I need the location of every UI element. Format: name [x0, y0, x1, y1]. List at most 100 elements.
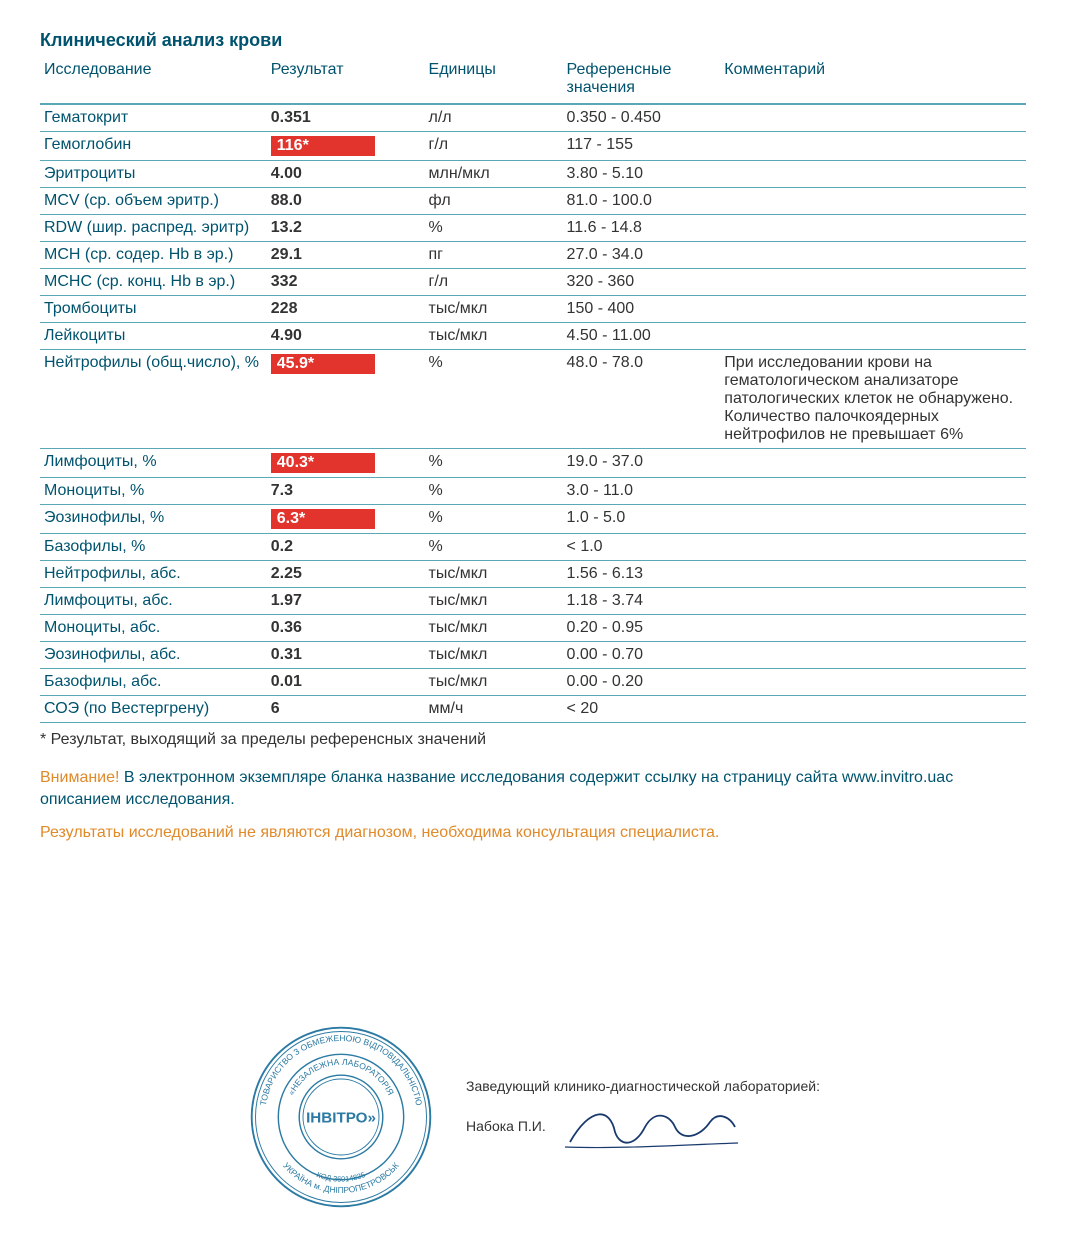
cell-comment	[720, 642, 1026, 669]
cell-ref: 0.00 - 0.70	[563, 642, 721, 669]
cell-test: RDW (шир. распред. эритр)	[40, 215, 267, 242]
cell-result: 0.351	[267, 104, 425, 132]
cell-comment	[720, 104, 1026, 132]
signature-text: Заведующий клинико-диагностической лабор…	[466, 1077, 820, 1157]
signature-icon	[560, 1097, 740, 1157]
result-flag: 45.9*	[271, 354, 375, 374]
cell-comment	[720, 323, 1026, 350]
table-row: Лимфоциты, абс.1.97тыс/мкл1.18 - 3.74	[40, 588, 1026, 615]
table-header-row: Исследование Результат Единицы Референсн…	[40, 55, 1026, 104]
signature-name: Набока П.И.	[466, 1117, 546, 1137]
cell-comment	[720, 449, 1026, 478]
attention-block: Внимание! В электронном экземпляре бланк…	[40, 767, 1026, 810]
footnote: * Результат, выходящий за пределы рефере…	[40, 731, 1026, 749]
cell-ref: 1.18 - 3.74	[563, 588, 721, 615]
cell-test: Эритроциты	[40, 161, 267, 188]
table-row: Моноциты, абс.0.36тыс/мкл0.20 - 0.95	[40, 615, 1026, 642]
cell-ref: 81.0 - 100.0	[563, 188, 721, 215]
cell-ref: 19.0 - 37.0	[563, 449, 721, 478]
svg-text:«НЕЗАЛЕЖНА ЛАБОРАТОРІЯ: «НЕЗАЛЕЖНА ЛАБОРАТОРІЯ	[286, 1057, 396, 1097]
cell-test: Эозинофилы, %	[40, 505, 267, 534]
cell-ref: 117 - 155	[563, 132, 721, 161]
cell-test: Тромбоциты	[40, 296, 267, 323]
cell-comment	[720, 478, 1026, 505]
cell-test: Лимфоциты, абс.	[40, 588, 267, 615]
cell-result: 332	[267, 269, 425, 296]
cell-units: %	[425, 505, 563, 534]
cell-units: %	[425, 478, 563, 505]
cell-units: г/л	[425, 269, 563, 296]
cell-ref: 0.00 - 0.20	[563, 669, 721, 696]
table-row: Нейтрофилы (общ.число), %45.9*%48.0 - 78…	[40, 350, 1026, 449]
cell-test: Моноциты, %	[40, 478, 267, 505]
table-row: Нейтрофилы, абс.2.25тыс/мкл1.56 - 6.13	[40, 561, 1026, 588]
table-row: СОЭ (по Вестергрену)6мм/ч< 20	[40, 696, 1026, 723]
table-row: Гемоглобин116*г/л117 - 155	[40, 132, 1026, 161]
table-row: Базофилы, абс.0.01тыс/мкл0.00 - 0.20	[40, 669, 1026, 696]
table-row: MCH (ср. содер. Hb в эр.)29.1пг27.0 - 34…	[40, 242, 1026, 269]
signature-block: ТОВАРИСТВО З ОБМЕЖЕНОЮ ВІДПОВІДАЛЬНІСТЮ …	[40, 1022, 1026, 1212]
cell-units: мм/ч	[425, 696, 563, 723]
cell-test: Эозинофилы, абс.	[40, 642, 267, 669]
cell-result: 4.90	[267, 323, 425, 350]
table-row: RDW (шир. распред. эритр)13.2%11.6 - 14.…	[40, 215, 1026, 242]
cell-comment	[720, 215, 1026, 242]
cell-comment	[720, 534, 1026, 561]
results-table: Исследование Результат Единицы Референсн…	[40, 55, 1026, 723]
cell-units: %	[425, 215, 563, 242]
cell-units: тыс/мкл	[425, 323, 563, 350]
table-row: MCHC (ср. конц. Hb в эр.)332г/л320 - 360	[40, 269, 1026, 296]
cell-ref: 27.0 - 34.0	[563, 242, 721, 269]
cell-units: тыс/мкл	[425, 588, 563, 615]
cell-test: СОЭ (по Вестергрену)	[40, 696, 267, 723]
result-flag: 6.3*	[271, 509, 375, 529]
cell-comment	[720, 669, 1026, 696]
cell-test: Базофилы, %	[40, 534, 267, 561]
cell-result: 0.2	[267, 534, 425, 561]
cell-units: тыс/мкл	[425, 615, 563, 642]
table-row: Моноциты, %7.3%3.0 - 11.0	[40, 478, 1026, 505]
cell-units: г/л	[425, 132, 563, 161]
cell-units: пг	[425, 242, 563, 269]
cell-ref: 320 - 360	[563, 269, 721, 296]
cell-ref: 1.0 - 5.0	[563, 505, 721, 534]
table-row: MCV (ср. объем эритр.)88.0фл81.0 - 100.0	[40, 188, 1026, 215]
cell-comment	[720, 188, 1026, 215]
cell-units: млн/мкл	[425, 161, 563, 188]
cell-units: тыс/мкл	[425, 561, 563, 588]
cell-result: 116*	[267, 132, 425, 161]
cell-test: Лимфоциты, %	[40, 449, 267, 478]
svg-text:КОД 36014835: КОД 36014835	[315, 1170, 366, 1184]
cell-ref: 48.0 - 78.0	[563, 350, 721, 449]
cell-test: MCV (ср. объем эритр.)	[40, 188, 267, 215]
cell-result: 40.3*	[267, 449, 425, 478]
cell-units: %	[425, 449, 563, 478]
cell-comment	[720, 132, 1026, 161]
cell-result: 4.00	[267, 161, 425, 188]
table-row: Эритроциты4.00млн/мкл3.80 - 5.10	[40, 161, 1026, 188]
cell-units: тыс/мкл	[425, 296, 563, 323]
cell-comment	[720, 161, 1026, 188]
stamp-icon: ТОВАРИСТВО З ОБМЕЖЕНОЮ ВІДПОВІДАЛЬНІСТЮ …	[246, 1022, 436, 1212]
table-row: Эозинофилы, абс.0.31тыс/мкл0.00 - 0.70	[40, 642, 1026, 669]
cell-result: 88.0	[267, 188, 425, 215]
report-title: Клинический анализ крови	[40, 30, 1026, 51]
cell-comment	[720, 588, 1026, 615]
cell-comment	[720, 269, 1026, 296]
cell-test: Гематокрит	[40, 104, 267, 132]
disclaimer: Результаты исследований не являются диаг…	[40, 824, 1026, 842]
cell-test: MCH (ср. содер. Hb в эр.)	[40, 242, 267, 269]
cell-result: 13.2	[267, 215, 425, 242]
cell-result: 2.25	[267, 561, 425, 588]
cell-result: 0.36	[267, 615, 425, 642]
cell-ref: 3.80 - 5.10	[563, 161, 721, 188]
col-header-units: Единицы	[425, 55, 563, 104]
col-header-comment: Комментарий	[720, 55, 1026, 104]
cell-units: %	[425, 350, 563, 449]
result-flag: 116*	[271, 136, 375, 156]
cell-result: 29.1	[267, 242, 425, 269]
attention-label: Внимание!	[40, 769, 119, 786]
cell-result: 45.9*	[267, 350, 425, 449]
cell-comment	[720, 296, 1026, 323]
cell-ref: 150 - 400	[563, 296, 721, 323]
